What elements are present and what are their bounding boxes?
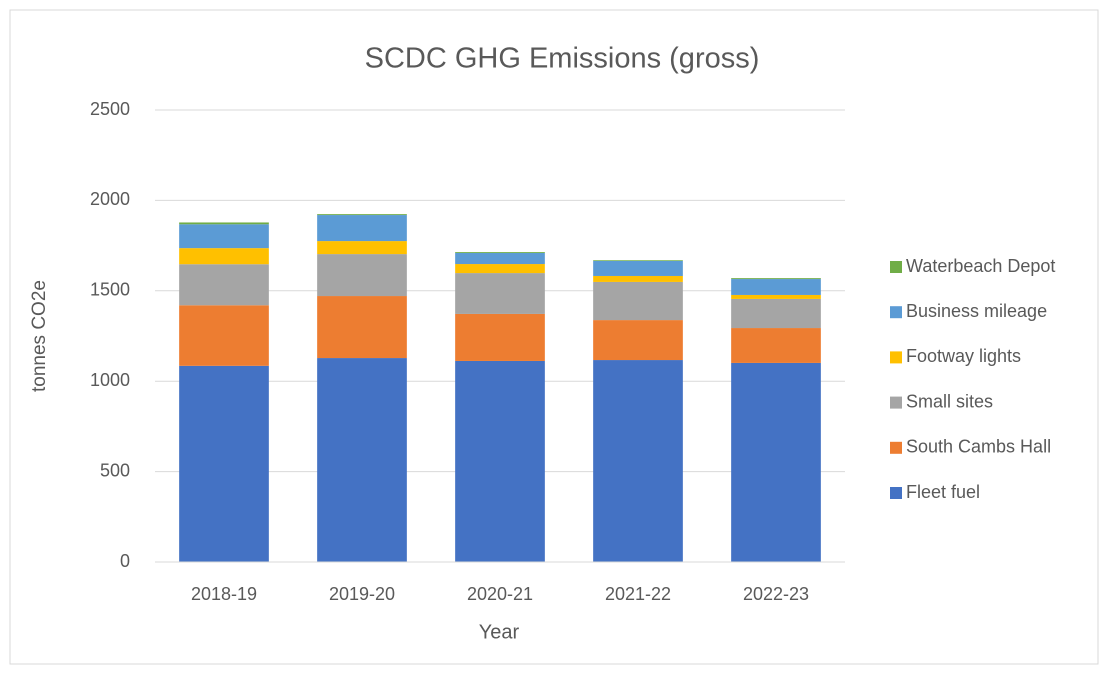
bar-segment [593,260,683,261]
legend-swatch [890,396,902,409]
bar-segment [731,278,821,280]
bar-segment [317,241,407,255]
bar-segment [317,296,407,359]
bar-segment [455,264,545,274]
bar-segment [593,260,683,276]
y-tick-label: 2000 [90,189,130,209]
bar-segment [179,305,269,366]
bar-segment [455,313,545,361]
bar-segment [179,222,269,225]
bar-segment [731,298,821,329]
bar-segment [179,224,269,249]
x-tick-label: 2022-23 [743,584,809,604]
bar-segment [455,273,545,314]
legend-label: Small sites [906,391,993,411]
y-tick-label: 2500 [90,99,130,119]
x-axis-label: Year [479,621,520,643]
bar-segment [593,320,683,361]
bar-segment [179,248,269,265]
legend-swatch [890,487,902,499]
y-tick-label: 1500 [90,280,130,300]
legend-label: Waterbeach Depot [906,256,1055,276]
legend-label: Fleet fuel [906,482,980,502]
chart-title: SCDC GHG Emissions (gross) [365,43,760,75]
x-tick-label: 2019-20 [329,584,395,604]
x-tick-label: 2021-22 [605,584,671,604]
x-tick-label: 2020-21 [467,584,533,604]
bar-segment [455,252,545,254]
bar-segment [593,360,683,562]
bar-segment [455,360,545,562]
y-axis-label: tonnes CO2e [29,280,50,392]
y-tick-label: 1000 [90,370,130,390]
bar-segment [593,281,683,321]
legend-swatch [890,261,902,273]
legend-swatch [890,441,902,454]
bar-segment [731,294,821,299]
bar-segment [317,358,407,562]
bar-segment [731,362,821,562]
bar-segment [179,264,269,306]
legend-label: Footway lights [906,346,1021,366]
bar-segment [317,214,407,216]
y-tick-label: 0 [120,551,130,571]
bar-segment [317,254,407,297]
bar-segment [455,253,545,265]
y-tick-label: 500 [100,460,130,480]
bar-segment [179,365,269,562]
bar-segment [317,215,407,242]
legend-label: Business mileage [906,301,1047,321]
x-tick-label: 2018-19 [191,584,257,604]
legend-label: South Cambs Hall [906,437,1051,457]
bar-segment [731,279,821,295]
bar-segment [731,328,821,363]
bar-segment [593,275,683,282]
chart-border [9,9,1099,665]
legend-swatch [890,351,902,364]
legend-swatch [890,306,902,319]
